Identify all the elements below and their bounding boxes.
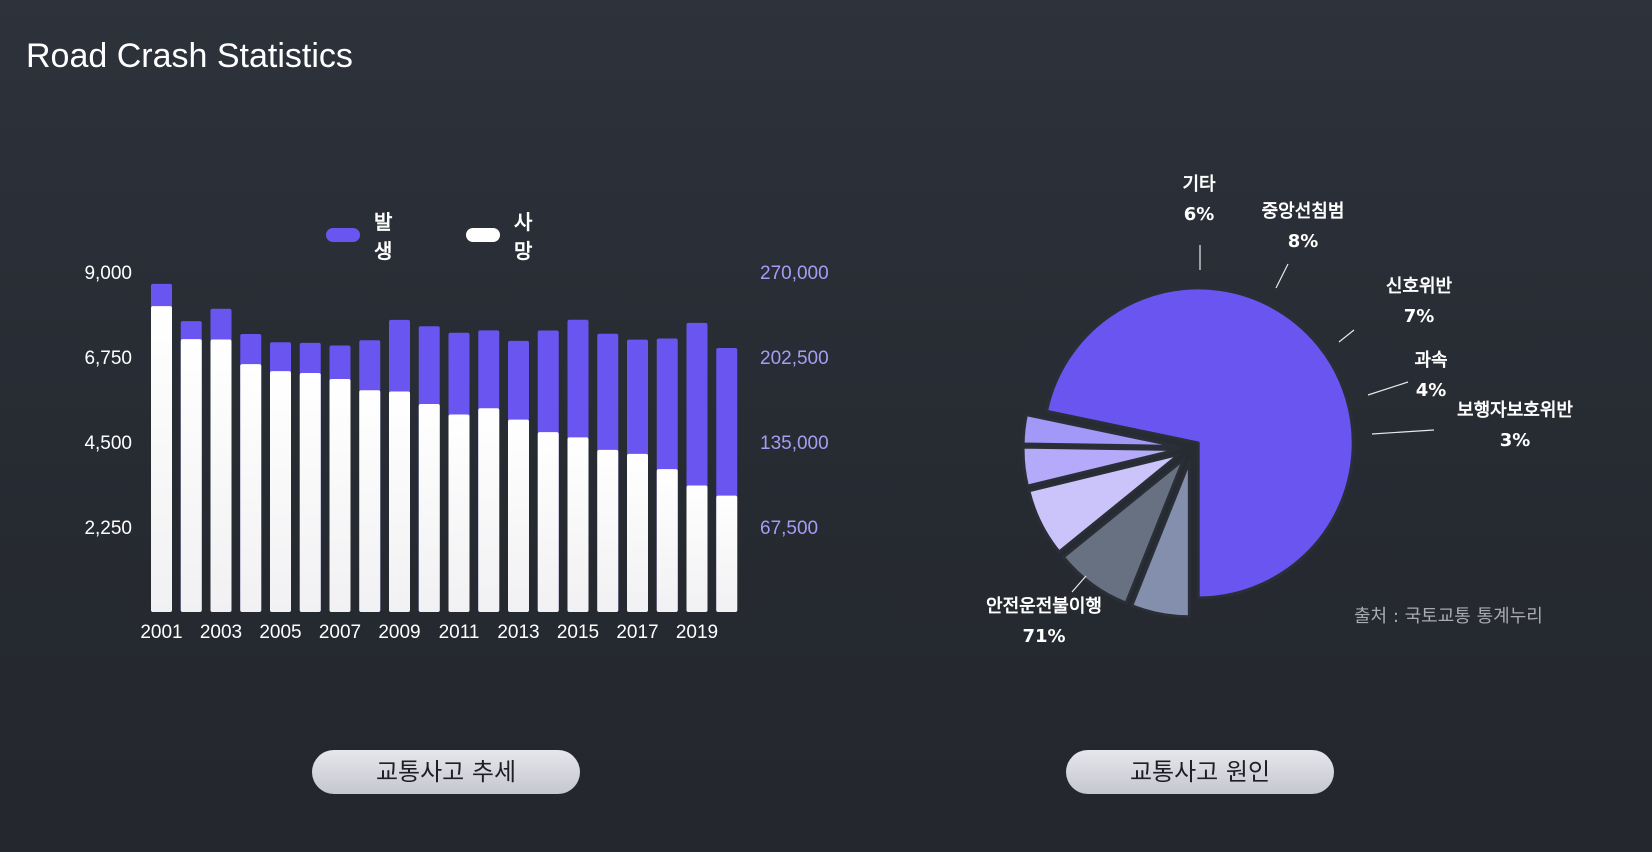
pie-slice-2 — [1021, 413, 1180, 448]
y-right-tick-3: 202,500 — [760, 348, 829, 369]
bar-deaths-2016 — [597, 449, 619, 612]
x-tick-2009: 2009 — [378, 622, 420, 643]
legend-swatch-occurrence — [326, 228, 360, 242]
pie-label-name-5: 중앙선침범 — [1262, 201, 1345, 222]
bar-deaths-2002 — [180, 339, 202, 612]
pie-labels: 안전운전불이행 71% 보행자보호위반 3% 과속 4% 신호위반 7% 중앙선침범 8% 기타 6% — [986, 174, 1573, 647]
pie-slice-1 — [1044, 286, 1355, 600]
bar-deaths-2010 — [418, 404, 440, 612]
bar-deaths-2009 — [389, 391, 410, 612]
pie-label-name-6: 기타 — [1182, 174, 1216, 195]
pie-leader-3 — [1367, 381, 1409, 396]
pie-label-name-1: 안전운전불이행 — [986, 596, 1102, 617]
pie-leader-1 — [1071, 575, 1087, 593]
pie-leader-4 — [1338, 329, 1355, 343]
pie-label-value-6: 6% — [1184, 204, 1215, 225]
pie-slice-5 — [1061, 457, 1186, 605]
y-right-tick-2: 135,000 — [760, 433, 829, 454]
bar-deaths-2001 — [151, 306, 172, 612]
bar-series — [151, 283, 738, 612]
pie-leader-2 — [1371, 429, 1435, 435]
bar-deaths-2018 — [656, 469, 678, 612]
x-tick-2015: 2015 — [557, 622, 599, 643]
legend-label-occurrence: 발생 — [373, 210, 393, 263]
pie-label-value-4: 7% — [1404, 306, 1435, 327]
bar-deaths-2013 — [508, 419, 529, 612]
pie-label-value-1: 71% — [1022, 626, 1065, 647]
x-axis: 2001 2003 2005 2007 2009 2011 2013 2015 2017 2019 — [140, 622, 718, 643]
x-tick-2013: 2013 — [497, 622, 539, 643]
bar-deaths-2020 — [716, 495, 738, 612]
bar-deaths-2006 — [299, 372, 321, 612]
x-tick-2011: 2011 — [439, 622, 480, 643]
pie-label-name-3: 과속 — [1414, 350, 1447, 371]
y-left-tick-2: 4,500 — [84, 433, 132, 454]
page-title: Road Crash Statistics — [26, 36, 353, 75]
pie-label-name-4: 신호위반 — [1386, 276, 1453, 297]
legend-item-deaths[interactable]: 사망 — [466, 206, 542, 264]
x-tick-2003: 2003 — [200, 622, 242, 643]
x-tick-2019: 2019 — [676, 622, 718, 643]
bar-deaths-2003 — [210, 339, 232, 612]
y-left-tick-4: 9,000 — [84, 263, 132, 284]
legend-item-occurrence[interactable]: 발생 — [326, 206, 402, 264]
pie-leader-5 — [1275, 263, 1289, 289]
bar-deaths-2004 — [240, 364, 262, 612]
bar-deaths-2008 — [359, 390, 381, 612]
bar-deaths-2005 — [270, 371, 291, 612]
pie-slice-6 — [1130, 460, 1191, 619]
bar-deaths-2015 — [567, 437, 589, 612]
x-tick-2001: 2001 — [140, 622, 182, 643]
x-tick-2017: 2017 — [616, 622, 658, 643]
pie-label-value-2: 3% — [1500, 430, 1531, 451]
bar-deaths-2007 — [329, 379, 351, 612]
x-tick-2007: 2007 — [319, 622, 361, 643]
y-left-tick-3: 6,750 — [84, 348, 132, 369]
y-axis-right: 67,500 135,000 202,500 270,000 — [760, 263, 829, 539]
pie-label-name-2: 보행자보호위반 — [1457, 400, 1573, 421]
pie-chart: 안전운전불이행 71% 보행자보호위반 3% 과속 4% 신호위반 7% 중앙선침범 8% 기타 6% — [986, 174, 1573, 647]
source-note: 출처 : 국토교통 통계누리 — [1354, 606, 1543, 627]
y-left-tick-1: 2,250 — [84, 518, 132, 539]
bar-deaths-2011 — [448, 414, 470, 612]
pie-label-value-5: 8% — [1288, 231, 1319, 252]
pie-label-value-3: 4% — [1416, 380, 1447, 401]
legend-swatch-deaths — [466, 228, 500, 242]
legend-label-deaths: 사망 — [513, 210, 533, 263]
x-tick-2005: 2005 — [259, 622, 301, 643]
y-right-tick-1: 67,500 — [760, 518, 818, 539]
y-axis-left: 2,250 4,500 6,750 9,000 — [84, 263, 132, 539]
pie-slice-4 — [1027, 452, 1181, 554]
bar-chart: 2,250 4,500 6,750 9,000 67,500 135,000 202,50… — [84, 263, 829, 643]
y-right-tick-4: 270,000 — [760, 263, 829, 284]
cause-button[interactable]: 교통사고 원인 — [1066, 750, 1334, 794]
trend-button[interactable]: 교통사고 추세 — [312, 750, 580, 794]
bar-deaths-2014 — [537, 432, 559, 612]
bar-deaths-2012 — [478, 408, 500, 612]
pie-slices — [1021, 286, 1355, 619]
pie-slice-3 — [1021, 445, 1180, 488]
bar-deaths-2019 — [686, 485, 708, 612]
bar-deaths-2017 — [627, 453, 648, 612]
